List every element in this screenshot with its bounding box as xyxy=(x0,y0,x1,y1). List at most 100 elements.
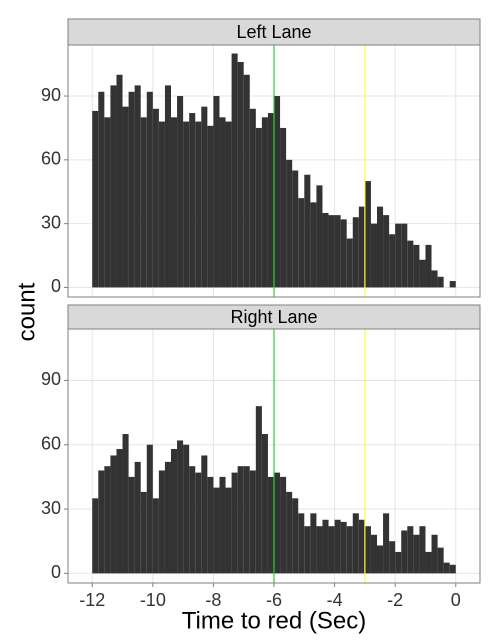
bar xyxy=(310,513,317,574)
bar xyxy=(207,125,214,288)
bar xyxy=(255,127,262,288)
bar xyxy=(274,96,281,288)
x-axis-title: Time to red (Sec) xyxy=(182,607,367,634)
bar xyxy=(140,491,147,574)
bar xyxy=(364,181,371,288)
bar xyxy=(116,74,123,288)
bar xyxy=(104,466,111,574)
bar xyxy=(177,96,184,288)
bar xyxy=(413,244,420,288)
bar xyxy=(340,219,347,288)
bar xyxy=(328,526,335,574)
bar xyxy=(152,498,159,574)
bar xyxy=(140,117,147,288)
bar xyxy=(322,213,329,288)
bar xyxy=(92,498,99,574)
y-axis-title: count xyxy=(13,282,40,341)
bar xyxy=(122,106,129,288)
bar xyxy=(401,223,408,288)
x-tick-label: -2 xyxy=(387,590,403,610)
bar xyxy=(110,455,117,574)
bar xyxy=(237,62,244,288)
bar xyxy=(92,110,99,288)
bar xyxy=(322,519,329,574)
x-tick-label: 0 xyxy=(451,590,461,610)
bar xyxy=(389,541,396,574)
bar xyxy=(280,476,287,574)
bar xyxy=(334,215,341,288)
bar xyxy=(134,461,141,574)
bar xyxy=(449,564,456,574)
bar xyxy=(267,476,274,574)
bar xyxy=(383,215,390,288)
bar xyxy=(370,223,377,288)
bar xyxy=(377,545,384,574)
bar xyxy=(171,117,178,288)
bar xyxy=(98,91,105,288)
strip-label: Right Lane xyxy=(230,307,317,327)
bar xyxy=(158,470,165,574)
strip xyxy=(67,304,481,330)
bar xyxy=(407,526,414,574)
bar xyxy=(189,466,196,574)
bar xyxy=(255,406,262,574)
x-tick-label: -12 xyxy=(79,590,105,610)
bar xyxy=(316,526,323,574)
bar xyxy=(128,476,135,574)
bar xyxy=(449,281,456,288)
bar xyxy=(377,206,384,288)
x-tick-label: -6 xyxy=(266,590,282,610)
bar xyxy=(346,526,353,574)
y-tick-label: 30 xyxy=(41,212,61,232)
bar xyxy=(401,530,408,574)
bar xyxy=(189,113,196,288)
bar xyxy=(201,455,208,574)
bar xyxy=(304,526,311,574)
y-tick-label: 0 xyxy=(51,276,61,296)
bar xyxy=(358,519,365,574)
bar xyxy=(243,466,250,574)
y-tick-label: 60 xyxy=(41,149,61,169)
panel-border xyxy=(67,328,481,584)
bar xyxy=(292,170,299,288)
bar xyxy=(164,85,171,288)
strip xyxy=(67,18,481,46)
bar xyxy=(364,526,371,574)
bar xyxy=(298,198,305,288)
bar xyxy=(195,121,202,288)
bar xyxy=(146,91,153,288)
bar xyxy=(183,121,190,288)
bar xyxy=(225,487,232,574)
bar xyxy=(437,547,444,574)
bar xyxy=(280,127,287,288)
bar xyxy=(243,74,250,288)
bar xyxy=(146,444,153,574)
strip-label: Left Lane xyxy=(236,22,311,42)
bar xyxy=(395,551,402,574)
bar xyxy=(195,472,202,574)
bar xyxy=(334,519,341,574)
bar xyxy=(443,562,450,574)
x-tick-label: -4 xyxy=(327,590,343,610)
bar xyxy=(274,472,281,574)
bar xyxy=(171,449,178,574)
bar xyxy=(158,121,165,288)
bar xyxy=(328,215,335,288)
bar xyxy=(219,476,226,574)
bar xyxy=(152,108,159,288)
bar xyxy=(213,96,220,288)
bar xyxy=(413,534,420,574)
bar xyxy=(219,117,226,288)
bar xyxy=(310,202,317,288)
bar xyxy=(207,476,214,574)
bar xyxy=(346,238,353,288)
x-tick-label: -10 xyxy=(140,590,166,610)
bar xyxy=(98,470,105,574)
panel-border xyxy=(67,44,481,298)
bar xyxy=(419,526,426,574)
bar xyxy=(340,521,347,574)
bar xyxy=(128,91,135,288)
bar xyxy=(267,113,274,288)
bar xyxy=(425,244,432,288)
